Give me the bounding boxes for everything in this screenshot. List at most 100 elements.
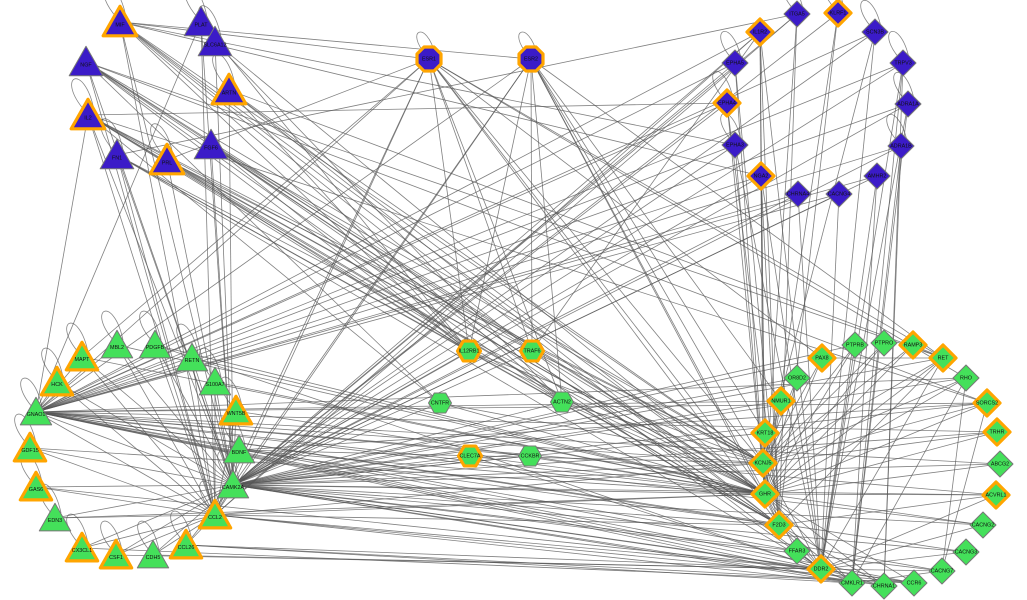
node-shape[interactable] xyxy=(64,340,100,372)
node-shape[interactable] xyxy=(38,502,72,532)
node-shape[interactable] xyxy=(175,342,209,372)
graph-node-itga5[interactable]: ITGA5 xyxy=(783,0,811,28)
graph-node-adra1b[interactable]: ADRA1B xyxy=(887,132,915,160)
graph-node-acvrl1[interactable]: ACVRL1 xyxy=(981,480,1011,510)
node-shape[interactable] xyxy=(68,45,104,77)
graph-node-prl[interactable]: PRL xyxy=(148,142,186,176)
node-shape[interactable] xyxy=(456,444,484,468)
node-shape[interactable] xyxy=(748,448,778,478)
node-shape[interactable] xyxy=(766,386,796,416)
node-shape[interactable] xyxy=(721,131,749,159)
graph-node-gnao1[interactable]: GNAO1 xyxy=(19,396,53,426)
graph-node-epha3[interactable]: EPHA3 xyxy=(721,131,749,159)
node-shape[interactable] xyxy=(806,554,836,584)
node-shape[interactable] xyxy=(455,339,483,363)
node-shape[interactable] xyxy=(870,572,898,600)
node-shape[interactable] xyxy=(550,391,574,413)
graph-node-clec7a[interactable]: CLEC7A xyxy=(456,444,484,468)
node-shape[interactable] xyxy=(746,161,776,191)
graph-node-actn2[interactable]: ACTN2 xyxy=(550,391,574,413)
node-shape[interactable] xyxy=(889,49,917,77)
graph-node-cckbr[interactable]: CCKBR xyxy=(518,445,542,467)
graph-node-csf1[interactable]: CSF1 xyxy=(98,538,134,570)
node-shape[interactable] xyxy=(197,498,233,530)
graph-node-esr2[interactable]: ESR2 xyxy=(517,45,545,73)
node-shape[interactable] xyxy=(807,343,837,373)
graph-node-ptprb[interactable]: PTPRB xyxy=(841,331,869,359)
graph-node-cacng2[interactable]: CACNG2 xyxy=(969,511,997,539)
node-shape[interactable] xyxy=(218,394,254,426)
node-shape[interactable] xyxy=(415,45,443,73)
graph-node-esr1[interactable]: ESR1 xyxy=(415,45,443,73)
graph-node-cacng3[interactable]: CACNG3 xyxy=(952,538,980,566)
node-shape[interactable] xyxy=(928,343,958,373)
node-shape[interactable] xyxy=(764,510,794,540)
graph-node-sorcs2[interactable]: SORCS2 xyxy=(972,388,1002,418)
graph-node-cacng4[interactable]: CACNG4 xyxy=(825,180,853,208)
node-shape[interactable] xyxy=(969,511,997,539)
graph-node-il12rb1[interactable]: IL12RB1 xyxy=(455,339,483,363)
node-shape[interactable] xyxy=(99,138,135,170)
node-shape[interactable] xyxy=(428,392,452,414)
graph-node-klrf1[interactable]: KLRF1 xyxy=(823,0,853,28)
graph-node-ccl26[interactable]: CCL26 xyxy=(168,528,204,560)
graph-node-pax8[interactable]: PAX8 xyxy=(807,343,837,373)
node-shape[interactable] xyxy=(972,388,1002,418)
node-shape[interactable] xyxy=(745,17,775,47)
graph-node-adra1a[interactable]: ADRA1A xyxy=(894,90,922,118)
graph-node-ngf[interactable]: NGF xyxy=(68,45,104,77)
graph-node-rho[interactable]: RHO xyxy=(952,364,980,392)
graph-node-mapt[interactable]: MAPT xyxy=(64,340,100,372)
graph-node-nga2[interactable]: NGA2 xyxy=(746,161,776,191)
node-shape[interactable] xyxy=(39,365,75,397)
node-shape[interactable] xyxy=(784,180,812,208)
node-shape[interactable] xyxy=(870,329,898,357)
node-shape[interactable] xyxy=(98,538,134,570)
graph-node-edn3[interactable]: EDN3 xyxy=(38,502,72,532)
graph-node-il1r2[interactable]: IL1R2 xyxy=(745,17,775,47)
node-shape[interactable] xyxy=(783,537,811,565)
node-shape[interactable] xyxy=(982,417,1012,447)
graph-node-cacng7[interactable]: CACNG7 xyxy=(928,557,956,585)
node-shape[interactable] xyxy=(863,162,891,190)
graph-node-mbl2[interactable]: MBL2 xyxy=(100,329,134,359)
node-shape[interactable] xyxy=(783,364,811,392)
graph-node-trhr[interactable]: TRHR xyxy=(982,417,1012,447)
graph-node-traf6[interactable]: TRAF6 xyxy=(518,339,546,363)
node-shape[interactable] xyxy=(198,366,232,396)
node-shape[interactable] xyxy=(981,480,1011,510)
node-shape[interactable] xyxy=(952,538,980,566)
graph-node-mif[interactable]: MIF xyxy=(101,4,139,38)
node-shape[interactable] xyxy=(928,557,956,585)
node-shape[interactable] xyxy=(838,569,866,597)
node-shape[interactable] xyxy=(210,72,248,106)
graph-node-gas6[interactable]: GAS6 xyxy=(18,470,54,502)
node-shape[interactable] xyxy=(101,4,139,38)
node-shape[interactable] xyxy=(823,0,853,28)
node-shape[interactable] xyxy=(136,539,170,569)
node-shape[interactable] xyxy=(168,528,204,560)
node-shape[interactable] xyxy=(64,531,100,563)
node-shape[interactable] xyxy=(894,90,922,118)
node-shape[interactable] xyxy=(861,18,889,46)
graph-node-scn3b[interactable]: SCN3B xyxy=(861,18,889,46)
node-shape[interactable] xyxy=(197,25,233,57)
node-shape[interactable] xyxy=(216,469,250,499)
node-shape[interactable] xyxy=(517,45,545,73)
graph-node-cntfr[interactable]: CNTFR xyxy=(428,392,452,414)
node-shape[interactable] xyxy=(518,445,542,467)
node-shape[interactable] xyxy=(19,396,53,426)
graph-node-trpv3[interactable]: TRPV3 xyxy=(889,49,917,77)
node-shape[interactable] xyxy=(783,0,811,28)
node-shape[interactable] xyxy=(898,330,928,360)
node-shape[interactable] xyxy=(712,88,742,118)
graph-node-gdf15[interactable]: GDF15 xyxy=(12,431,48,463)
node-shape[interactable] xyxy=(750,418,780,448)
node-shape[interactable] xyxy=(750,479,780,509)
node-shape[interactable] xyxy=(12,431,48,463)
node-shape[interactable] xyxy=(100,329,134,359)
graph-node-epha4[interactable]: EPHA4 xyxy=(712,88,742,118)
graph-node-il2[interactable]: IL2 xyxy=(69,97,107,131)
